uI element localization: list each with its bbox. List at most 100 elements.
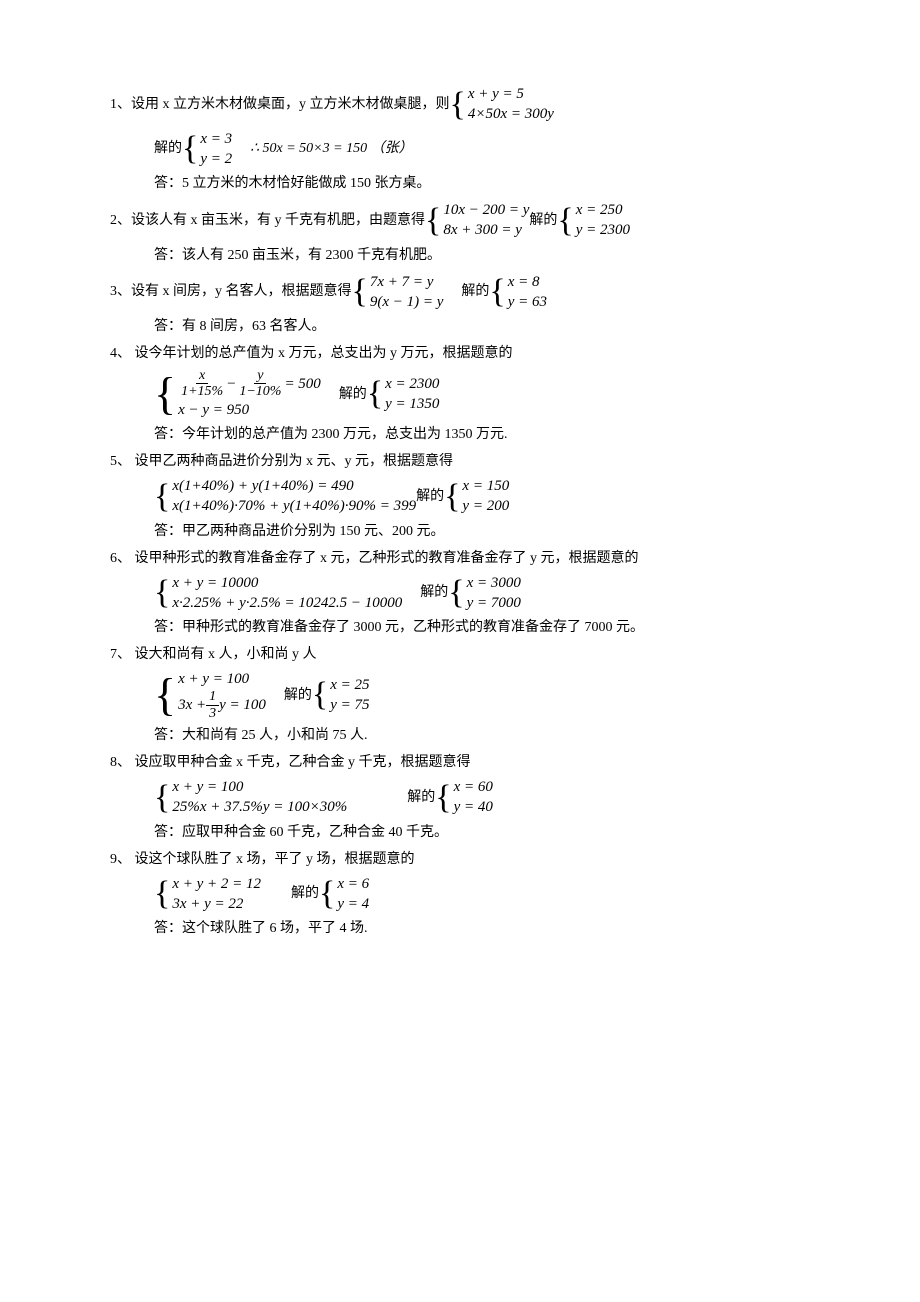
fraction: x 1+15% [178,368,226,400]
sol-row: y = 2300 [576,220,630,240]
problem-setup: 3、 设有 x 间房，y 名客人，根据题意得 { 7x + 7 = y 9(x … [110,272,810,313]
solve-label: 解的 [154,138,182,159]
problem-number: 7、 [110,647,131,662]
eq-row: 9(x − 1) = y [370,292,444,312]
eq-row: 3x + 1 3 y = 100 [178,689,266,721]
answer-line: 答：今年计划的总产值为 2300 万元，总支出为 1350 万元. [110,424,810,445]
equation-system: { 7x + 7 = y 9(x − 1) = y [352,272,444,313]
therefore-expr: ∴ 50x = 50×3 = 150 （张） [250,138,412,159]
setup-text: 设应取甲种合金 x 千克，乙种合金 y 千克，根据题意得 [135,755,471,770]
eq-row: x(1+40%) + y(1+40%) = 490 [172,476,416,496]
equation-system: { 10x − 200 = y 8x + 300 = y [425,200,529,241]
sol-row: x = 8 [508,272,547,292]
problem-setup: 9、 设这个球队胜了 x 场，平了 y 场，根据题意的 [110,849,810,870]
eq-row: 7x + 7 = y [370,272,444,292]
sol-row: y = 4 [337,894,369,914]
sol-row: y = 7000 [467,593,521,613]
equation-system: { x + y = 5 4×50x = 300y [450,84,554,125]
solve-label: 解的 [420,582,448,603]
solve-label: 解的 [529,210,557,231]
equation-system: { x(1+40%) + y(1+40%) = 490 x(1+40%)·70%… [154,476,416,517]
solution-system: { x = 6 y = 4 [319,874,369,915]
problem-number: 2、 [110,210,131,231]
problem-number: 8、 [110,755,131,770]
problem-number: 1、 [110,94,131,115]
setup-text: 设甲种形式的教育准备金存了 x 元，乙种形式的教育准备金存了 y 元，根据题意的 [135,551,639,566]
problem-7: 7、 设大和尚有 x 人，小和尚 y 人 { x + y = 100 3x + … [110,644,810,746]
solve-label: 解的 [416,486,444,507]
equation-row: { x + y = 100 25%x + 37.5%y = 100×30% 解的… [110,777,810,818]
setup-text: 设大和尚有 x 人，小和尚 y 人 [135,647,317,662]
sol-row: x = 25 [330,675,369,695]
problem-setup: 2、 设该人有 x 亩玉米，有 y 千克有机肥，由题意得 { 10x − 200… [110,200,810,241]
eq-row: 25%x + 37.5%y = 100×30% [172,797,347,817]
problem-5: 5、 设甲乙两种商品进价分别为 x 元、y 元，根据题意得 { x(1+40%)… [110,451,810,542]
answer-line: 答：5 立方米的木材恰好能做成 150 张方桌。 [110,173,810,194]
eq-row: x + y = 100 [178,669,266,689]
eq-row: x + y = 5 [468,84,554,104]
solution-system: { x = 3000 y = 7000 [448,573,521,614]
problem-number: 9、 [110,852,131,867]
sol-row: x = 60 [454,777,493,797]
problem-setup: 6、 设甲种形式的教育准备金存了 x 元，乙种形式的教育准备金存了 y 元，根据… [110,548,810,569]
equation-row: { x + y + 2 = 12 3x + y = 22 解的 { x = 6 … [110,874,810,915]
problem-setup: 8、 设应取甲种合金 x 千克，乙种合金 y 千克，根据题意得 [110,752,810,773]
sol-row: y = 1350 [385,394,439,414]
sol-row: x = 2300 [385,374,439,394]
eq-row: 3x + y = 22 [172,894,261,914]
problem-4: 4、 设今年计划的总产值为 x 万元，总支出为 y 万元，根据题意的 { x 1… [110,343,810,445]
answer-line: 答：甲种形式的教育准备金存了 3000 元，乙种形式的教育准备金存了 7000 … [110,617,810,638]
eq-row: x(1+40%)·70% + y(1+40%)·90% = 399 [172,496,416,516]
problem-number: 3、 [110,281,131,302]
sol-row: x = 3000 [467,573,521,593]
sol-row: x = 6 [337,874,369,894]
fraction: y 1−10% [236,368,284,400]
problem-number: 5、 [110,454,131,469]
answer-line: 答：有 8 间房，63 名客人。 [110,316,810,337]
answer-line: 答：应取甲种合金 60 千克，乙种合金 40 千克。 [110,822,810,843]
solution-system: { x = 3 y = 2 [182,129,232,170]
solution-system: { x = 8 y = 63 [489,272,547,313]
setup-text: 设甲乙两种商品进价分别为 x 元、y 元，根据题意得 [135,454,454,469]
problem-2: 2、 设该人有 x 亩玉米，有 y 千克有机肥，由题意得 { 10x − 200… [110,200,810,266]
solution-system: { x = 150 y = 200 [444,476,509,517]
equation-system: { x + y + 2 = 12 3x + y = 22 [154,874,261,915]
problem-6: 6、 设甲种形式的教育准备金存了 x 元，乙种形式的教育准备金存了 y 元，根据… [110,548,810,639]
problem-3: 3、 设有 x 间房，y 名客人，根据题意得 { 7x + 7 = y 9(x … [110,272,810,338]
solution-system: { x = 250 y = 2300 [557,200,630,241]
solve-label: 解的 [339,384,367,405]
solve-label: 解的 [291,883,319,904]
problem-1: 1、 设用 x 立方米木材做桌面，y 立方米木材做桌腿，则 { x + y = … [110,84,810,194]
eq-row: 10x − 200 = y [443,200,529,220]
problem-9: 9、 设这个球队胜了 x 场，平了 y 场，根据题意的 { x + y + 2 … [110,849,810,940]
setup-text: 设用 x 立方米木材做桌面，y 立方米木材做桌腿，则 [131,94,450,115]
equation-row: { x + y = 100 3x + 1 3 y = 100 解的 { x = … [110,669,810,721]
eq-row: x − y = 950 [178,400,321,420]
problem-8: 8、 设应取甲种合金 x 千克，乙种合金 y 千克，根据题意得 { x + y … [110,752,810,843]
problem-setup: 1、 设用 x 立方米木材做桌面，y 立方米木材做桌腿，则 { x + y = … [110,84,810,125]
sol-row: y = 200 [462,496,509,516]
setup-text: 设有 x 间房，y 名客人，根据题意得 [131,281,352,302]
equation-system: { x + y = 100 3x + 1 3 y = 100 [154,669,266,721]
fraction: 1 3 [206,689,219,721]
eq-row: 8x + 300 = y [443,220,529,240]
solution-row: 解的 { x = 3 y = 2 ∴ 50x = 50×3 = 150 （张） [110,129,810,170]
setup-text: 设这个球队胜了 x 场，平了 y 场，根据题意的 [135,852,415,867]
sol-row: x = 3 [200,129,232,149]
solve-label: 解的 [407,787,435,808]
setup-text: 设今年计划的总产值为 x 万元，总支出为 y 万元，根据题意的 [135,346,513,361]
answer-line: 答：大和尚有 25 人，小和尚 75 人. [110,725,810,746]
equation-system: { x + y = 10000 x·2.25% + y·2.5% = 10242… [154,573,402,614]
equation-row: { x + y = 10000 x·2.25% + y·2.5% = 10242… [110,573,810,614]
equation-system: { x + y = 100 25%x + 37.5%y = 100×30% [154,777,347,818]
eq-row: x + y = 10000 [172,573,402,593]
sol-row: y = 75 [330,695,369,715]
eq-row: x + y = 100 [172,777,347,797]
equation-row: { x(1+40%) + y(1+40%) = 490 x(1+40%)·70%… [110,476,810,517]
problem-number: 6、 [110,551,131,566]
problem-setup: 4、 设今年计划的总产值为 x 万元，总支出为 y 万元，根据题意的 [110,343,810,364]
solution-system: { x = 25 y = 75 [312,675,370,716]
sol-row: y = 40 [454,797,493,817]
solution-system: { x = 2300 y = 1350 [367,374,440,415]
problem-setup: 7、 设大和尚有 x 人，小和尚 y 人 [110,644,810,665]
